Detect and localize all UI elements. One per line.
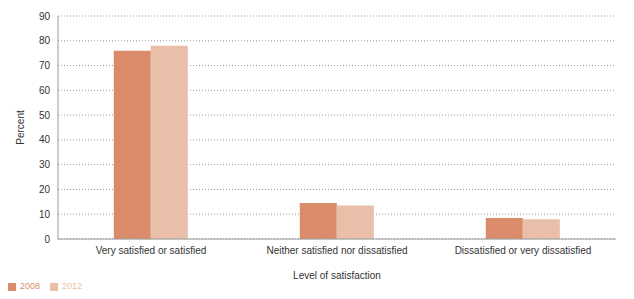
svg-text:50: 50 bbox=[39, 110, 51, 121]
svg-text:10: 10 bbox=[39, 209, 51, 220]
svg-text:30: 30 bbox=[39, 159, 51, 170]
svg-text:70: 70 bbox=[39, 60, 51, 71]
html-text:2008: 2008 bbox=[20, 281, 40, 291]
svg-text:Level of satisfaction: Level of satisfaction bbox=[293, 270, 381, 281]
svg-text:Neither satisfied nor dissatis: Neither satisfied nor dissatisfied bbox=[266, 245, 407, 256]
html-text:2012: 2012 bbox=[62, 281, 83, 291]
svg-text:40: 40 bbox=[39, 134, 51, 145]
svg-text:90: 90 bbox=[39, 11, 51, 22]
svg-text:Percent: Percent bbox=[15, 110, 26, 145]
svg-text:20: 20 bbox=[39, 184, 51, 195]
svg-text:Very satisfied or satisfied: Very satisfied or satisfied bbox=[96, 245, 207, 256]
svg-text:0: 0 bbox=[44, 234, 50, 245]
svg-text:80: 80 bbox=[39, 35, 51, 46]
svg-text:Dissatisfied or very dissatisf: Dissatisfied or very dissatisfied bbox=[455, 245, 592, 256]
svg-text:60: 60 bbox=[39, 85, 51, 96]
